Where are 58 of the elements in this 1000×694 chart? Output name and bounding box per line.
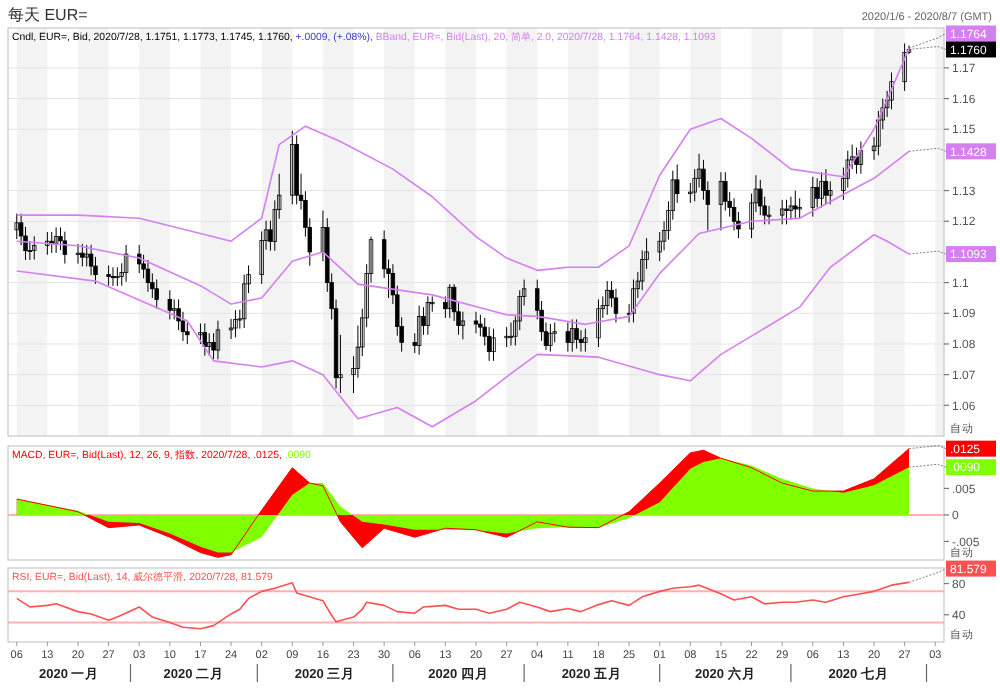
candlestick [123,244,129,283]
candlestick [228,318,234,340]
candlestick [75,243,81,265]
candlestick [570,318,575,353]
candlestick [823,168,829,205]
candlestick [504,326,509,348]
chart-title: 每天 EUR= [8,6,89,24]
candlestick [491,328,496,362]
line-series [15,233,910,428]
candlestick [596,298,601,348]
candlestick [115,266,120,287]
candlestick [486,326,492,362]
line-series [15,581,910,630]
candlestick [110,266,116,287]
candlestick [154,279,159,310]
candlestick [793,190,798,219]
candlestick [416,305,422,356]
candlestick [106,264,111,287]
candlestick [425,295,431,336]
candlestick [290,130,295,205]
candlestick [447,283,452,319]
candlestick [779,199,785,225]
candlestick [233,309,238,338]
candlestick [62,231,68,265]
candlestick [272,199,277,252]
candlestick [797,197,802,219]
candlestick [80,243,85,267]
candlestick [508,322,514,346]
candlestick [902,42,907,92]
candlestick [167,289,173,320]
candlestick [788,196,794,221]
candlestick [32,235,37,261]
line-series [15,47,910,272]
candlestick [53,226,59,254]
candlestick [613,288,619,323]
candlestick [605,280,610,316]
candlestick [784,199,789,225]
candlestick [84,244,89,267]
candlestick [583,328,588,353]
candlestick [731,197,737,231]
candlestick [631,279,636,323]
candlestick [548,323,553,353]
candlestick [758,179,763,216]
candlestick [145,259,151,293]
candlestick [718,171,724,231]
candlestick [574,318,579,350]
candlestick [565,322,571,353]
candlestick [215,320,221,360]
candlestick [810,176,815,218]
candlestick [88,244,94,276]
candlestick [14,213,19,240]
candlestick [819,171,824,208]
candlestick [460,311,466,340]
candlestick [473,311,479,334]
candlestick [766,205,772,225]
candlestick [889,71,894,110]
candlestick [858,141,864,175]
candlestick [45,231,50,256]
